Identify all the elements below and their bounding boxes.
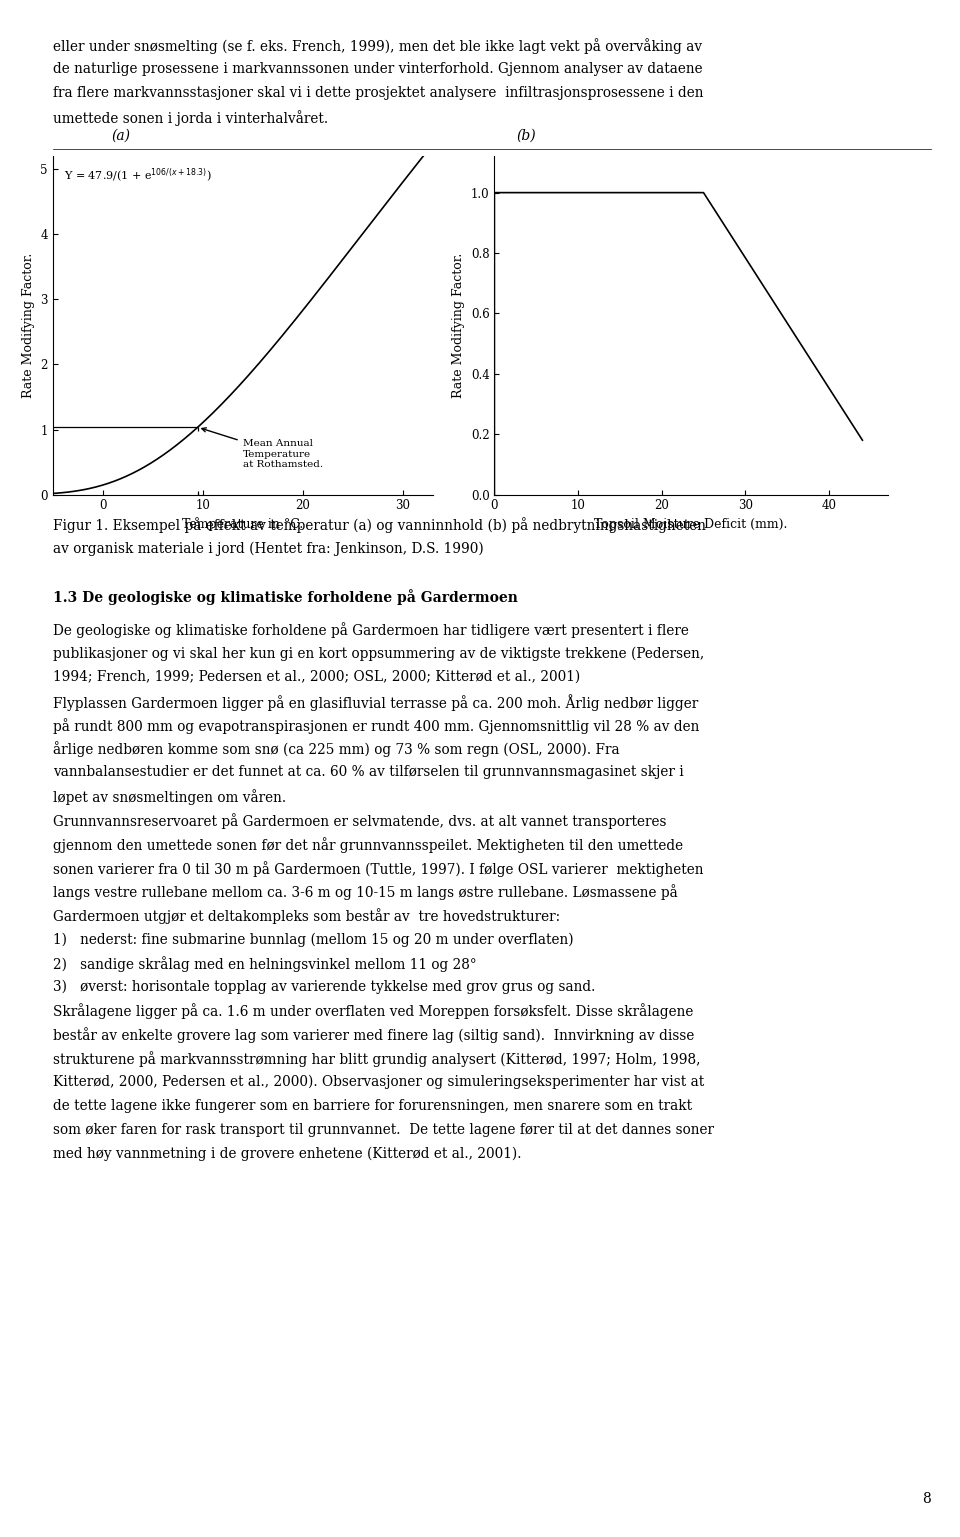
Text: (b): (b)	[516, 129, 536, 143]
Text: langs vestre rullebane mellom ca. 3-6 m og 10-15 m langs østre rullebane. Løsmas: langs vestre rullebane mellom ca. 3-6 m …	[53, 884, 678, 901]
Text: de tette lagene ikke fungerer som en barriere for forurensningen, men snarere so: de tette lagene ikke fungerer som en bar…	[53, 1099, 692, 1113]
Text: De geologiske og klimatiske forholdene på Gardermoen har tidligere vært presente: De geologiske og klimatiske forholdene p…	[53, 622, 688, 638]
Text: publikasjoner og vi skal her kun gi en kort oppsummering av de viktigste trekken: publikasjoner og vi skal her kun gi en k…	[53, 646, 704, 661]
Text: Flyplassen Gardermoen ligger på en glasifluvial terrasse på ca. 200 moh. Årlig n: Flyplassen Gardermoen ligger på en glasi…	[53, 693, 698, 710]
Text: 1)   nederst: fine submarine bunnlag (mellom 15 og 20 m under overflaten): 1) nederst: fine submarine bunnlag (mell…	[53, 931, 573, 947]
Text: årlige nedbøren komme som snø (ca 225 mm) og 73 % som regn (OSL, 2000). Fra: årlige nedbøren komme som snø (ca 225 mm…	[53, 741, 619, 758]
Text: som øker faren for rask transport til grunnvannet.  De tette lagene fører til at: som øker faren for rask transport til gr…	[53, 1122, 714, 1137]
X-axis label: Temperature in °C.: Temperature in °C.	[182, 518, 303, 530]
Text: fra flere markvannsstasjoner skal vi i dette prosjektet analysere  infiltrasjons: fra flere markvannsstasjoner skal vi i d…	[53, 86, 704, 100]
Text: Kitterød, 2000, Pedersen et al., 2000). Observasjoner og simuleringseksperimente: Kitterød, 2000, Pedersen et al., 2000). …	[53, 1074, 704, 1090]
Text: sonen varierer fra 0 til 30 m på Gardermoen (Tuttle, 1997). I følge OSL varierer: sonen varierer fra 0 til 30 m på Garderm…	[53, 861, 704, 876]
Text: eller under snøsmelting (se f. eks. French, 1999), men det ble ikke lagt vekt på: eller under snøsmelting (se f. eks. Fren…	[53, 38, 702, 54]
Y-axis label: Rate Modifying Factor.: Rate Modifying Factor.	[452, 252, 466, 398]
Text: av organisk materiale i jord (Hentet fra: Jenkinson, D.S. 1990): av organisk materiale i jord (Hentet fra…	[53, 541, 484, 556]
Text: på rundt 800 mm og evapotranspirasjonen er rundt 400 mm. Gjennomsnittlig vil 28 : på rundt 800 mm og evapotranspirasjonen …	[53, 718, 699, 733]
Text: 1.3 De geologiske og klimatiske forholdene på Gardermoen: 1.3 De geologiske og klimatiske forholde…	[53, 589, 517, 606]
Text: Gardermoen utgjør et deltakompleks som består av  tre hovedstrukturer:: Gardermoen utgjør et deltakompleks som b…	[53, 908, 560, 924]
Text: vannbalansestudier er det funnet at ca. 60 % av tilførselen til grunnvannsmagasi: vannbalansestudier er det funnet at ca. …	[53, 765, 684, 779]
Text: Grunnvannsreservoaret på Gardermoen er selvmatende, dvs. at alt vannet transport: Grunnvannsreservoaret på Gardermoen er s…	[53, 813, 666, 828]
Text: umettede sonen i jorda i vinterhalvåret.: umettede sonen i jorda i vinterhalvåret.	[53, 109, 328, 126]
Y-axis label: Rate Modifying Factor.: Rate Modifying Factor.	[22, 252, 35, 398]
Text: med høy vannmetning i de grovere enhetene (Kitterød et al., 2001).: med høy vannmetning i de grovere enheten…	[53, 1147, 521, 1160]
Text: 8: 8	[923, 1492, 931, 1506]
Text: Skrålagene ligger på ca. 1.6 m under overflaten ved Moreppen forsøksfelt. Disse : Skrålagene ligger på ca. 1.6 m under ove…	[53, 1004, 693, 1019]
Text: Figur 1. Eksempel på effekt av temperatur (a) og vanninnhold (b) på nedbrytnings: Figur 1. Eksempel på effekt av temperatu…	[53, 518, 706, 533]
Text: består av enkelte grovere lag som varierer med finere lag (siltig sand).  Innvir: består av enkelte grovere lag som varier…	[53, 1027, 694, 1044]
Text: 3)   øverst: horisontale topplag av varierende tykkelse med grov grus og sand.: 3) øverst: horisontale topplag av varier…	[53, 979, 595, 994]
Text: 1994; French, 1999; Pedersen et al., 2000; OSL, 2000; Kitterød et al., 2001): 1994; French, 1999; Pedersen et al., 200…	[53, 670, 580, 684]
Text: 2)   sandige skrålag med en helningsvinkel mellom 11 og 28°: 2) sandige skrålag med en helningsvinkel…	[53, 956, 476, 971]
Text: de naturlige prosessene i markvannssonen under vinterforhold. Gjennom analyser a: de naturlige prosessene i markvannssonen…	[53, 61, 703, 77]
Text: gjennom den umettede sonen før det når grunnvannsspeilet. Mektigheten til den um: gjennom den umettede sonen før det når g…	[53, 836, 683, 853]
Text: (a): (a)	[111, 129, 131, 143]
Text: strukturene på markvannsstrømning har blitt grundig analysert (Kitterød, 1997; H: strukturene på markvannsstrømning har bl…	[53, 1051, 700, 1067]
Text: Y = 47.9/(1 + e$^{106/(x+18.3)}$): Y = 47.9/(1 + e$^{106/(x+18.3)}$)	[64, 166, 212, 184]
Text: Mean Annual
Temperature
at Rothamsted.: Mean Annual Temperature at Rothamsted.	[202, 427, 323, 469]
X-axis label: Topsoil Moisture Deficit (mm).: Topsoil Moisture Deficit (mm).	[594, 518, 787, 530]
Text: løpet av snøsmeltingen om våren.: løpet av snøsmeltingen om våren.	[53, 788, 286, 805]
